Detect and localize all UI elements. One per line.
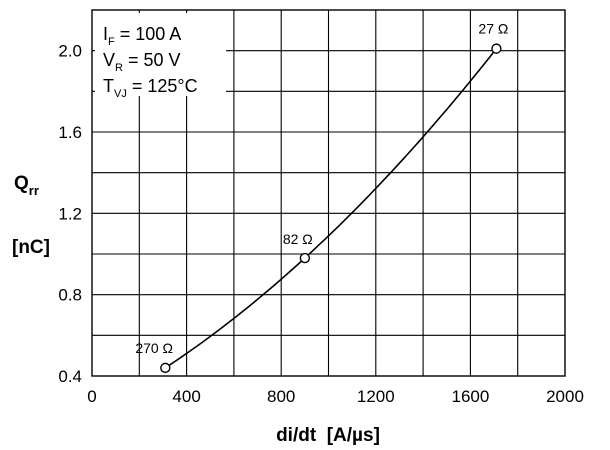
y-tick-label: 0.8	[58, 286, 82, 305]
y-axis-unit: [nC]	[12, 237, 50, 258]
y-tick-label: 0.4	[58, 367, 82, 386]
data-point	[160, 362, 171, 374]
y-axis-title: Qrr	[14, 173, 39, 198]
x-tick-label: 1200	[357, 387, 395, 406]
plot-frame	[91, 9, 566, 377]
grid	[92, 10, 565, 376]
y-tick-labels: 0.4 0.8 1.2 1.6 2.0	[58, 42, 82, 386]
x-axis-title: di/dt [A/µs]	[276, 425, 380, 446]
condition-tvj: TVJ = 125°C	[103, 76, 198, 100]
data-point-label: 270 Ω	[135, 340, 173, 356]
x-tick-label: 800	[267, 387, 295, 406]
condition-vr: VR = 50 V	[103, 50, 181, 74]
data-point	[491, 43, 502, 54]
x-tick-label: 1600	[451, 387, 489, 406]
data-point	[299, 252, 311, 264]
qrr-curve	[164, 48, 498, 369]
condition-if: IF = 100 A	[103, 24, 181, 48]
x-tick-labels: 0 400 800 1200 1600 2000	[87, 387, 584, 406]
x-tick-label: 400	[172, 387, 200, 406]
x-tick-label: 2000	[546, 387, 584, 406]
y-tick-label: 2.0	[58, 42, 82, 61]
x-tick-label: 0	[87, 387, 96, 406]
y-tick-label: 1.6	[58, 123, 82, 142]
data-points: 270 Ω 82 Ω 27 Ω	[135, 21, 508, 374]
data-point-label: 82 Ω	[283, 231, 313, 247]
data-point-label: 27 Ω	[478, 21, 508, 37]
y-tick-label: 1.2	[58, 204, 82, 223]
conditions-box	[95, 13, 226, 96]
